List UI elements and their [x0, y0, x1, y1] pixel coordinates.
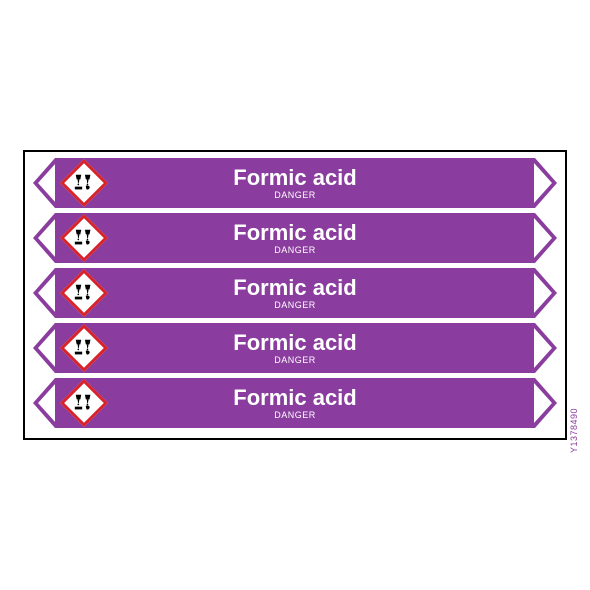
marker-main-text: Formic acid	[233, 222, 356, 244]
arrow-left-icon	[33, 213, 55, 263]
arrow-right-icon	[535, 268, 557, 318]
pipe-marker-row: Formic acid DANGER	[33, 323, 557, 373]
marker-sub-text: DANGER	[274, 356, 316, 365]
marker-main-text: Formic acid	[233, 167, 356, 189]
marker-sub-text: DANGER	[274, 411, 316, 420]
marker-sub-text: DANGER	[274, 246, 316, 255]
marker-text-block: Formic acid DANGER	[55, 387, 535, 420]
marker-text-block: Formic acid DANGER	[55, 277, 535, 310]
arrow-left-icon	[33, 378, 55, 428]
marker-body: Formic acid DANGER	[55, 213, 535, 263]
arrow-right-icon	[535, 213, 557, 263]
marker-text-block: Formic acid DANGER	[55, 167, 535, 200]
pipe-marker-row: Formic acid DANGER	[33, 378, 557, 428]
arrow-right-icon	[535, 158, 557, 208]
marker-main-text: Formic acid	[233, 332, 356, 354]
marker-text-block: Formic acid DANGER	[55, 222, 535, 255]
marker-body: Formic acid DANGER	[55, 378, 535, 428]
marker-body: Formic acid DANGER	[55, 268, 535, 318]
marker-main-text: Formic acid	[233, 277, 356, 299]
arrow-left-icon	[33, 268, 55, 318]
marker-body: Formic acid DANGER	[55, 158, 535, 208]
pipe-marker-row: Formic acid DANGER	[33, 158, 557, 208]
arrow-right-icon	[535, 323, 557, 373]
marker-sub-text: DANGER	[274, 191, 316, 200]
arrow-left-icon	[33, 323, 55, 373]
arrow-left-icon	[33, 158, 55, 208]
pipe-marker-row: Formic acid DANGER	[33, 268, 557, 318]
pipe-marker-sheet: Formic acid DANGER Formic acid DANGER	[23, 150, 567, 440]
marker-sub-text: DANGER	[274, 301, 316, 310]
marker-main-text: Formic acid	[233, 387, 356, 409]
marker-body: Formic acid DANGER	[55, 323, 535, 373]
marker-text-block: Formic acid DANGER	[55, 332, 535, 365]
product-code-label: Y1378490	[569, 408, 579, 453]
arrow-right-icon	[535, 378, 557, 428]
pipe-marker-row: Formic acid DANGER	[33, 213, 557, 263]
